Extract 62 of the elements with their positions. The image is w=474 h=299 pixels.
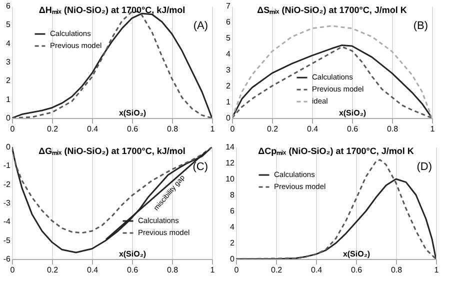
x-tick-label: 0.2 [46,266,59,274]
x-tick-label: 0.8 [390,266,403,274]
x-tick-label: 0.6 [126,266,139,274]
x-tick-label: 0.8 [386,124,399,134]
x-tick-label: 0.4 [86,266,99,274]
x-tick-label: 1 [434,266,440,274]
x-tick-label: 0.2 [46,124,59,134]
y-tick-label: 4 [226,50,232,58]
x-tick-label: 1 [210,124,216,134]
y-tick-label: 6 [226,18,232,26]
y-tick-label: -5 [3,236,12,245]
y-tick-label: 6 [230,206,236,216]
annotation: (A) [193,20,208,32]
chart-title: ΔHₘᵢₓ (NiO-SiO₂) at 1700°C, kJ/mol [38,5,186,15]
y-tick-label: 0 [230,254,236,264]
y-tick-label: 12 [226,158,236,168]
x-axis-title: x(SiO₂) [118,108,146,118]
x-axis-title: x(SiO₂) [342,250,370,258]
y-tick-label: -4 [3,217,12,226]
annotation: (B) [413,20,428,32]
y-tick-label: 1 [226,98,232,106]
x-tick-label: 0.8 [166,266,179,274]
y-tick-label: 10 [226,174,236,184]
y-tick-label: 14 [226,142,236,152]
y-tick-label: 3 [6,58,12,66]
x-tick-label: 0.4 [86,124,99,134]
y-tick-label: 0 [6,142,12,152]
y-tick-label: 4 [230,222,236,232]
x-tick-label: 0.6 [350,266,363,274]
y-tick-label: 8 [230,190,236,200]
y-tick-label: 0 [6,114,12,122]
y-tick-label: -3 [3,198,12,208]
y-tick-label: 2 [230,238,236,248]
x-tick-label: 1 [430,124,436,134]
chart-title: ΔSₘᵢₓ (NiO-SiO₂) at 1700°C, J/mol K [257,5,408,15]
x-tick-label: 0.6 [346,124,359,134]
x-axis-title: x(SiO₂) [118,250,146,258]
y-tick-label: 4 [6,38,12,48]
y-tick-label: 1 [6,94,12,104]
y-tick-label: 6 [6,2,12,10]
y-tick-label: 3 [226,66,232,74]
annotation: (C) [192,161,208,173]
y-tick-label: 5 [226,34,232,42]
x-tick-label: 0.4 [306,124,319,134]
x-tick-label: 1 [210,266,216,274]
chart-title: ΔCpₘᵢₓ (NiO-SiO₂) at 1700°C, J/mol K [258,146,414,156]
y-tick-label: -6 [3,254,12,264]
y-tick-label: 7 [226,2,232,10]
y-tick-label: 2 [6,76,12,86]
y-tick-label: 5 [6,20,12,30]
annotation: (D) [416,161,432,173]
x-tick-label: 0.2 [270,266,283,274]
y-tick-label: 2 [226,82,232,90]
x-tick-label: 0.4 [310,266,323,274]
x-axis-title: x(SiO₂) [338,108,366,118]
y-tick-label: 0 [226,114,232,122]
x-tick-label: 0.2 [266,124,279,134]
x-tick-label: 0.6 [126,124,139,134]
x-tick-label: 0.8 [166,124,179,134]
y-tick-label: -1 [3,161,12,170]
y-tick-label: -2 [3,180,12,189]
chart-title: ΔGₘᵢₓ (NiO-SiO₂) at 1700°C, kJ/mol [38,146,186,156]
